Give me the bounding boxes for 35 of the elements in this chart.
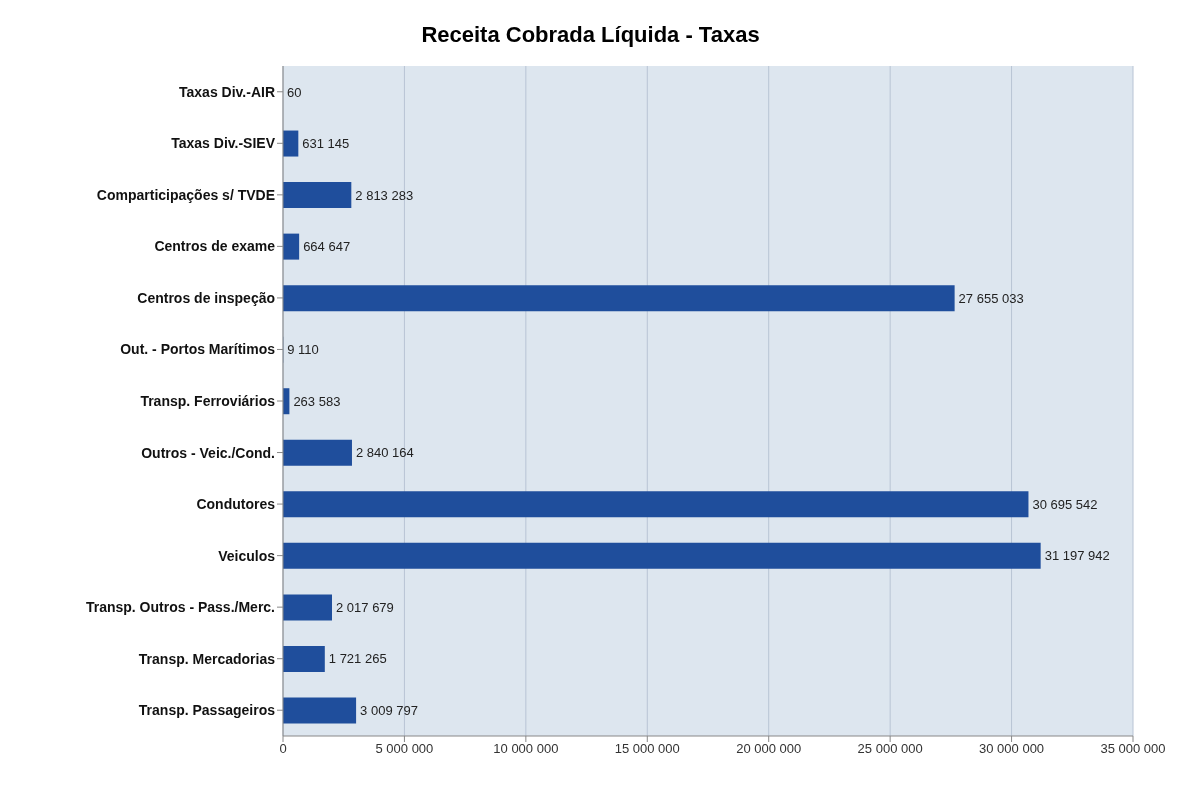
data-label: 31 197 942 (1044, 548, 1110, 564)
y-tick-label: Comparticipações s/ TVDE (96, 186, 275, 203)
x-tick-label: 25 000 000 (857, 741, 923, 757)
data-label: 263 583 (293, 393, 341, 409)
data-label: 664 647 (303, 239, 351, 255)
data-label: 3 009 797 (360, 703, 418, 719)
data-label: 60 (287, 84, 302, 100)
data-label: 2 017 679 (336, 599, 394, 615)
y-tick-label: Condutores (196, 496, 276, 513)
y-tick-label: Taxas Div.-SIEV (171, 135, 276, 152)
data-label: 1 721 265 (328, 651, 387, 667)
data-label: 27 655 033 (958, 290, 1024, 306)
y-tick-label: Transp. Passageiros (138, 702, 276, 719)
chart-title: Receita Cobrada Líquida - Taxas (420, 21, 761, 49)
y-tick-label: Transp. Mercadorias (138, 650, 276, 667)
x-tick-label: 30 000 000 (979, 741, 1045, 757)
data-label: 2 813 283 (355, 187, 414, 203)
data-label: 9 110 (287, 342, 319, 358)
x-tick-label: 20 000 000 (736, 741, 802, 757)
y-tick-label: Outros - Veic./Cond. (141, 444, 275, 461)
data-label: 30 695 542 (1032, 496, 1098, 512)
y-tick-label: Taxas Div.-AIR (179, 83, 275, 100)
x-tick-label: 35 000 000 (1100, 741, 1166, 757)
x-tick-label: 0 (279, 741, 287, 757)
y-tick-label: Transp. Outros - Pass./Merc. (85, 599, 275, 616)
x-tick-label: 10 000 000 (493, 741, 559, 757)
y-tick-label: Transp. Ferroviários (140, 392, 276, 409)
y-tick-label: Centros de exame (154, 238, 276, 255)
data-label: 631 145 (302, 136, 350, 152)
data-label: 2 840 164 (355, 445, 414, 461)
x-tick-label: 15 000 000 (614, 741, 680, 757)
y-tick-label: Centros de inspeção (137, 289, 275, 306)
y-tick-label: Out. - Portos Marítimos (120, 341, 276, 358)
x-tick-label: 5 000 000 (375, 741, 434, 757)
y-tick-label: Veiculos (218, 547, 276, 564)
